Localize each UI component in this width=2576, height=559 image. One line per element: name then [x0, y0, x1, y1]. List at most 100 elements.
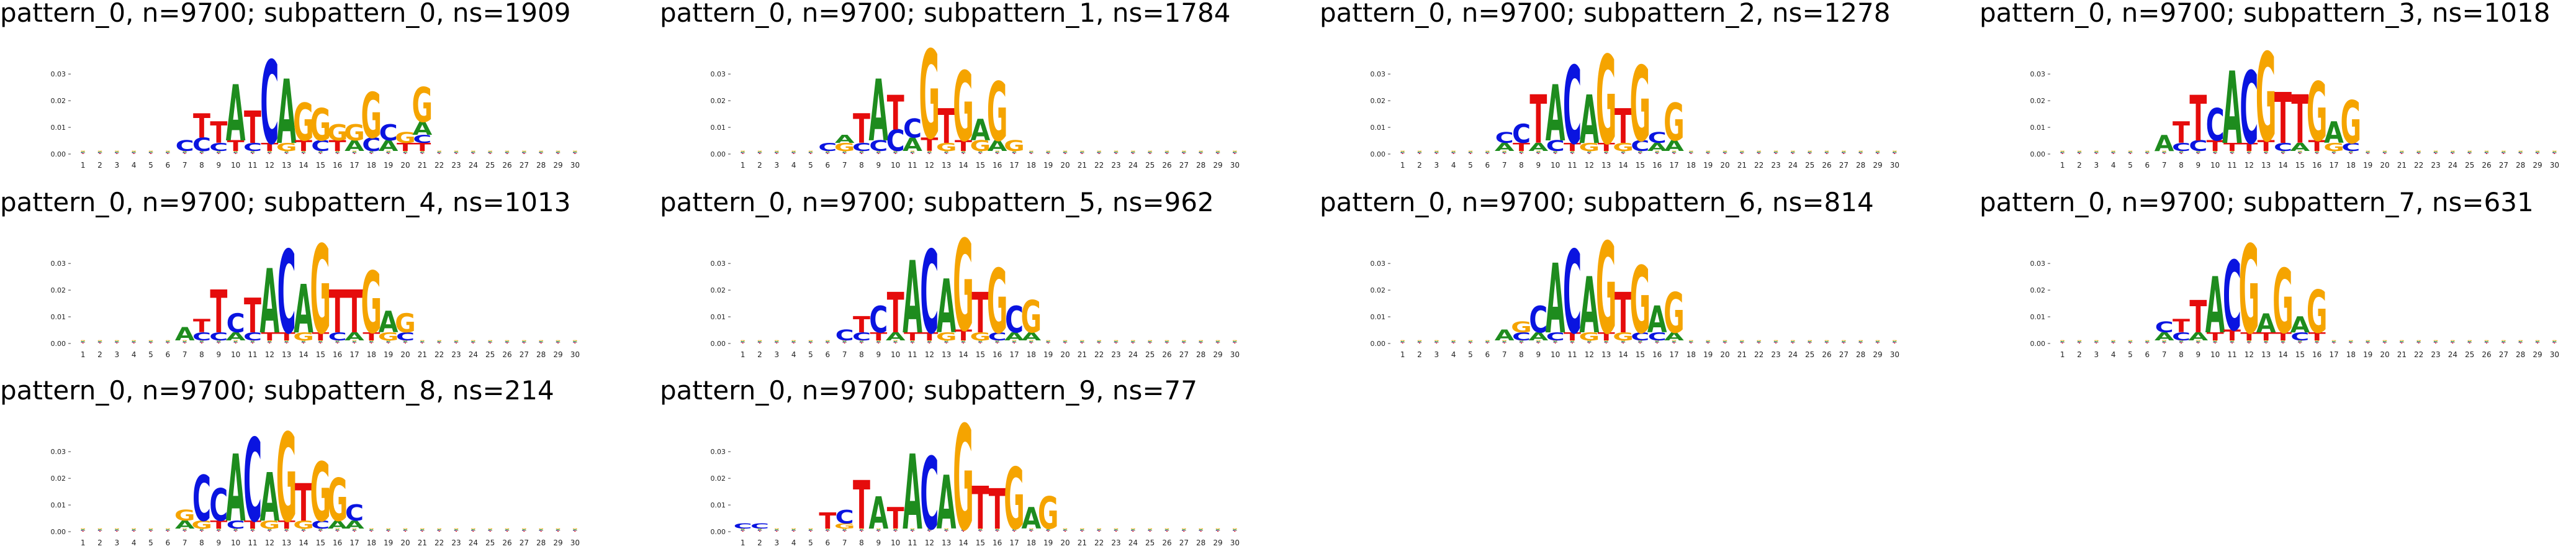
logo-letter-background: G — [741, 528, 745, 529]
logo-letter-background: A — [2366, 341, 2371, 342]
x-tick-label: 16 — [333, 350, 342, 359]
logo-letter-background: A — [757, 529, 762, 530]
x-tick-label: 19 — [384, 350, 393, 359]
logo-letter-background: G — [1097, 340, 1102, 341]
x-tick-label: 24 — [1128, 161, 1138, 170]
logo-letter-background: G — [352, 150, 357, 152]
logo-letter-G: G — [2256, 36, 2277, 170]
logo-letter-T: T — [2308, 137, 2326, 155]
logo-letter-background: T — [1706, 342, 1710, 343]
x-tick-label: 30 — [1230, 350, 1240, 359]
logo-letter-background: A — [403, 529, 408, 530]
x-tick-label: 26 — [2482, 350, 2491, 359]
logo-letter-T: T — [2274, 78, 2292, 160]
x-tick-label: 11 — [2227, 350, 2236, 359]
y-tick-label: 0.00 — [51, 340, 66, 348]
logo-letter-background: G — [2535, 340, 2540, 341]
logo-letter-background: A — [1637, 341, 1642, 342]
logo-letter-T: T — [227, 137, 245, 155]
logo-letter-background: G — [2348, 150, 2353, 152]
x-tick-label: 25 — [1145, 539, 1155, 547]
logo-letter-background: C — [1519, 342, 1523, 343]
logo-letter-background: A — [199, 341, 204, 342]
logo-letter-background: C — [910, 530, 914, 531]
logo-letter-G: G — [1630, 45, 1651, 165]
logo-letter-background: C — [420, 342, 425, 343]
logo-letter-background: T — [556, 530, 561, 532]
x-tick-label: 10 — [891, 161, 900, 170]
logo-letter-background: A — [1097, 152, 1102, 153]
logo-letter-background: A — [2366, 152, 2371, 153]
logo-letter-background: G — [1232, 528, 1237, 529]
logo-letter-background: G — [910, 340, 915, 341]
logo-letter-background: T — [302, 530, 306, 532]
logo-letter-background: G — [1199, 150, 1204, 152]
logo-letter-background: G — [199, 150, 204, 152]
logo-letter-background: C — [2349, 342, 2353, 343]
logo-letter-background: T — [284, 530, 289, 532]
logo-letter-background: G — [2281, 340, 2286, 341]
x-tick-label: 21 — [1078, 539, 1087, 547]
logo-letter-background: T — [1723, 342, 1727, 343]
x-tick-label: 6 — [1485, 350, 1490, 359]
logo-letter-background: G — [978, 528, 983, 529]
logo-letter-background: A — [1417, 341, 1422, 342]
x-tick-label: 24 — [1788, 161, 1798, 170]
logo-letter-background: G — [1181, 340, 1186, 341]
logo-letter-A: A — [1647, 141, 1667, 153]
logo-letter-background: A — [165, 529, 170, 530]
logo-letter-background: T — [893, 530, 898, 532]
logo-letter-T: T — [1564, 330, 1582, 343]
logo-letter-background: A — [995, 152, 1000, 153]
y-tick-label: 0.01 — [2030, 313, 2046, 321]
logo-letter-background: T — [420, 530, 425, 532]
logo-letter-background: G — [521, 340, 526, 341]
logo-letter-background: A — [1604, 152, 1609, 153]
x-tick-label: 17 — [1669, 161, 1678, 170]
x-tick-label: 8 — [2179, 161, 2184, 170]
logo-letter-background: G — [2111, 340, 2116, 341]
logo-letter-A: A — [259, 250, 279, 353]
logo-letter-background: T — [217, 530, 221, 532]
x-tick-label: 20 — [2380, 350, 2389, 359]
logo-letter-background: T — [1199, 342, 1203, 343]
logo-letter-background: T — [1740, 153, 1744, 154]
x-tick-label: 20 — [1060, 539, 1070, 547]
logo-letter-background: A — [1553, 152, 1558, 153]
logo-letter-background: G — [2315, 340, 2320, 341]
logo-letter-background: T — [1233, 153, 1237, 154]
logo-letter-background: T — [2485, 153, 2489, 154]
logo-letter-G: G — [834, 141, 855, 153]
x-tick-label: 7 — [182, 161, 187, 170]
logo-letter-background: A — [1808, 152, 1813, 153]
x-tick-label: 25 — [2465, 350, 2474, 359]
x-tick-label: 3 — [1434, 350, 1439, 359]
logo-letter-background: G — [335, 150, 340, 152]
logo-plot: 0.000.010.020.031 2 3 4 5 6 7 8 9 10 11 12 13 14 15 16 1… — [51, 225, 580, 361]
x-tick-label: 19 — [384, 161, 393, 170]
logo-letter-T: T — [193, 316, 211, 337]
logo-letter-background: G — [1417, 340, 1422, 341]
logo-letter-background: G — [233, 528, 238, 529]
x-tick-label: 4 — [791, 161, 796, 170]
logo-letter-background: A — [1739, 341, 1744, 342]
logo-letter-background: G — [995, 340, 1000, 341]
logo-letter-background: C — [420, 530, 425, 531]
logo-letter-background: C — [927, 152, 932, 153]
logo-letter-A: A — [175, 519, 195, 531]
logo-letter-T: T — [210, 116, 227, 150]
x-tick-label: 16 — [333, 161, 342, 170]
logo-letter-background: C — [961, 530, 965, 531]
logo-letter-A: A — [1579, 261, 1599, 351]
logo-letter-background: G — [1468, 340, 1473, 341]
logo-letter-background: G — [1553, 150, 1558, 152]
x-tick-label: 24 — [2448, 161, 2457, 170]
x-tick-label: 13 — [2261, 350, 2271, 359]
logo-letter-background: G — [757, 340, 762, 341]
logo-letter-background: G — [1114, 150, 1119, 152]
logo-letter-background: C — [1012, 342, 1016, 343]
x-tick-label: 1 — [81, 350, 86, 359]
logo-plot: 0.000.010.020.031 2 3 4 5 6 7 8 9 10 11 12 13 14 15 16 1… — [711, 225, 1240, 360]
logo-letter-G: G — [293, 519, 314, 531]
logo-letter-background: T — [2094, 342, 2099, 343]
